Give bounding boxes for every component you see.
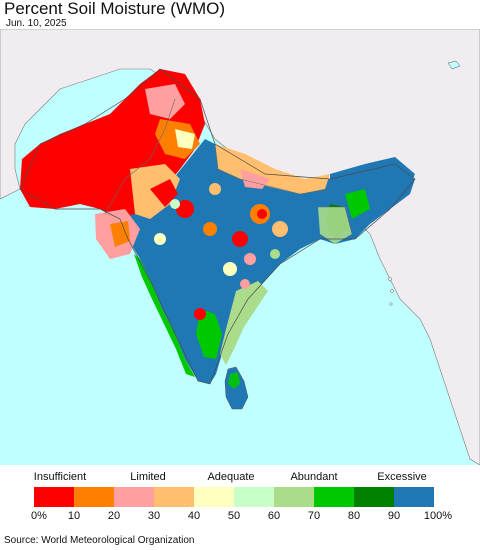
legend-category-excessive: Excessive [377,471,427,483]
legend-swatch [194,487,234,507]
legend-category-adequate: Adequate [207,471,255,483]
legend-swatch [274,487,314,507]
legend-swatch [354,487,394,507]
legend-tick: 0% [31,510,47,522]
legend-tick: 10 [67,510,81,522]
legend-tick: 70 [307,510,321,522]
legend-swatch [34,487,74,507]
legend-tick: 90 [387,510,401,522]
legend-swatch [234,487,274,507]
legend-swatch [74,487,114,507]
legend-tick: 20 [107,510,121,522]
legend-tick: 80 [347,510,361,522]
legend-tick: 30 [147,510,161,522]
legend-swatch [114,487,154,507]
legend-category-abundant: Abundant [290,471,338,483]
map-title: Percent Soil Moisture (WMO) [4,0,226,18]
legend-tick: 100% [423,510,453,522]
legend-swatch [394,487,434,507]
country-borders [19,68,416,385]
map-date: Jun. 10, 2025 [6,18,67,29]
legend-category-limited: Limited [130,471,166,483]
legend-color-bar [34,487,434,507]
legend-swatch [314,487,354,507]
source-credit: Source: World Meteorological Organizatio… [4,535,195,546]
soil-moisture-map [0,29,480,465]
legend-tick: 40 [187,510,201,522]
legend-tick: 60 [267,510,281,522]
study-region [20,69,415,384]
legend: Insufficient Limited Adequate Abundant E… [0,466,480,528]
legend-tick: 50 [227,510,241,522]
legend-category-insufficient: Insufficient [33,471,87,483]
legend-swatch [154,487,194,507]
